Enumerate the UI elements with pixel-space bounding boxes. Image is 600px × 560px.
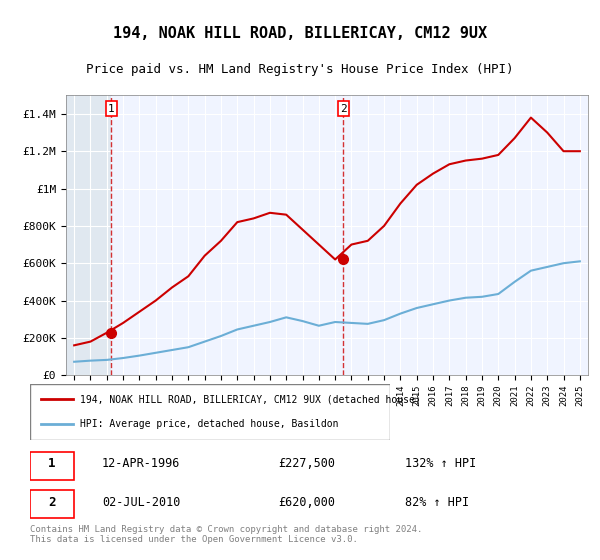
Text: £620,000: £620,000 bbox=[278, 496, 335, 508]
Text: 194, NOAK HILL ROAD, BILLERICAY, CM12 9UX: 194, NOAK HILL ROAD, BILLERICAY, CM12 9U… bbox=[113, 26, 487, 41]
FancyBboxPatch shape bbox=[30, 452, 74, 479]
Text: £227,500: £227,500 bbox=[278, 458, 335, 470]
Text: 1: 1 bbox=[49, 458, 56, 470]
Text: 82% ↑ HPI: 82% ↑ HPI bbox=[406, 496, 469, 508]
Bar bbox=[66, 95, 112, 375]
Text: 02-JUL-2010: 02-JUL-2010 bbox=[102, 496, 180, 508]
Text: 2: 2 bbox=[340, 104, 347, 114]
Text: Contains HM Land Registry data © Crown copyright and database right 2024.
This d: Contains HM Land Registry data © Crown c… bbox=[30, 525, 422, 544]
Text: 12-APR-1996: 12-APR-1996 bbox=[102, 458, 180, 470]
Text: 2: 2 bbox=[49, 496, 56, 508]
Text: HPI: Average price, detached house, Basildon: HPI: Average price, detached house, Basi… bbox=[80, 419, 339, 429]
FancyBboxPatch shape bbox=[30, 490, 74, 517]
Text: 132% ↑ HPI: 132% ↑ HPI bbox=[406, 458, 476, 470]
Text: Price paid vs. HM Land Registry's House Price Index (HPI): Price paid vs. HM Land Registry's House … bbox=[86, 63, 514, 76]
Text: 1: 1 bbox=[108, 104, 115, 114]
Text: 194, NOAK HILL ROAD, BILLERICAY, CM12 9UX (detached house): 194, NOAK HILL ROAD, BILLERICAY, CM12 9U… bbox=[80, 394, 421, 404]
FancyBboxPatch shape bbox=[30, 384, 390, 440]
